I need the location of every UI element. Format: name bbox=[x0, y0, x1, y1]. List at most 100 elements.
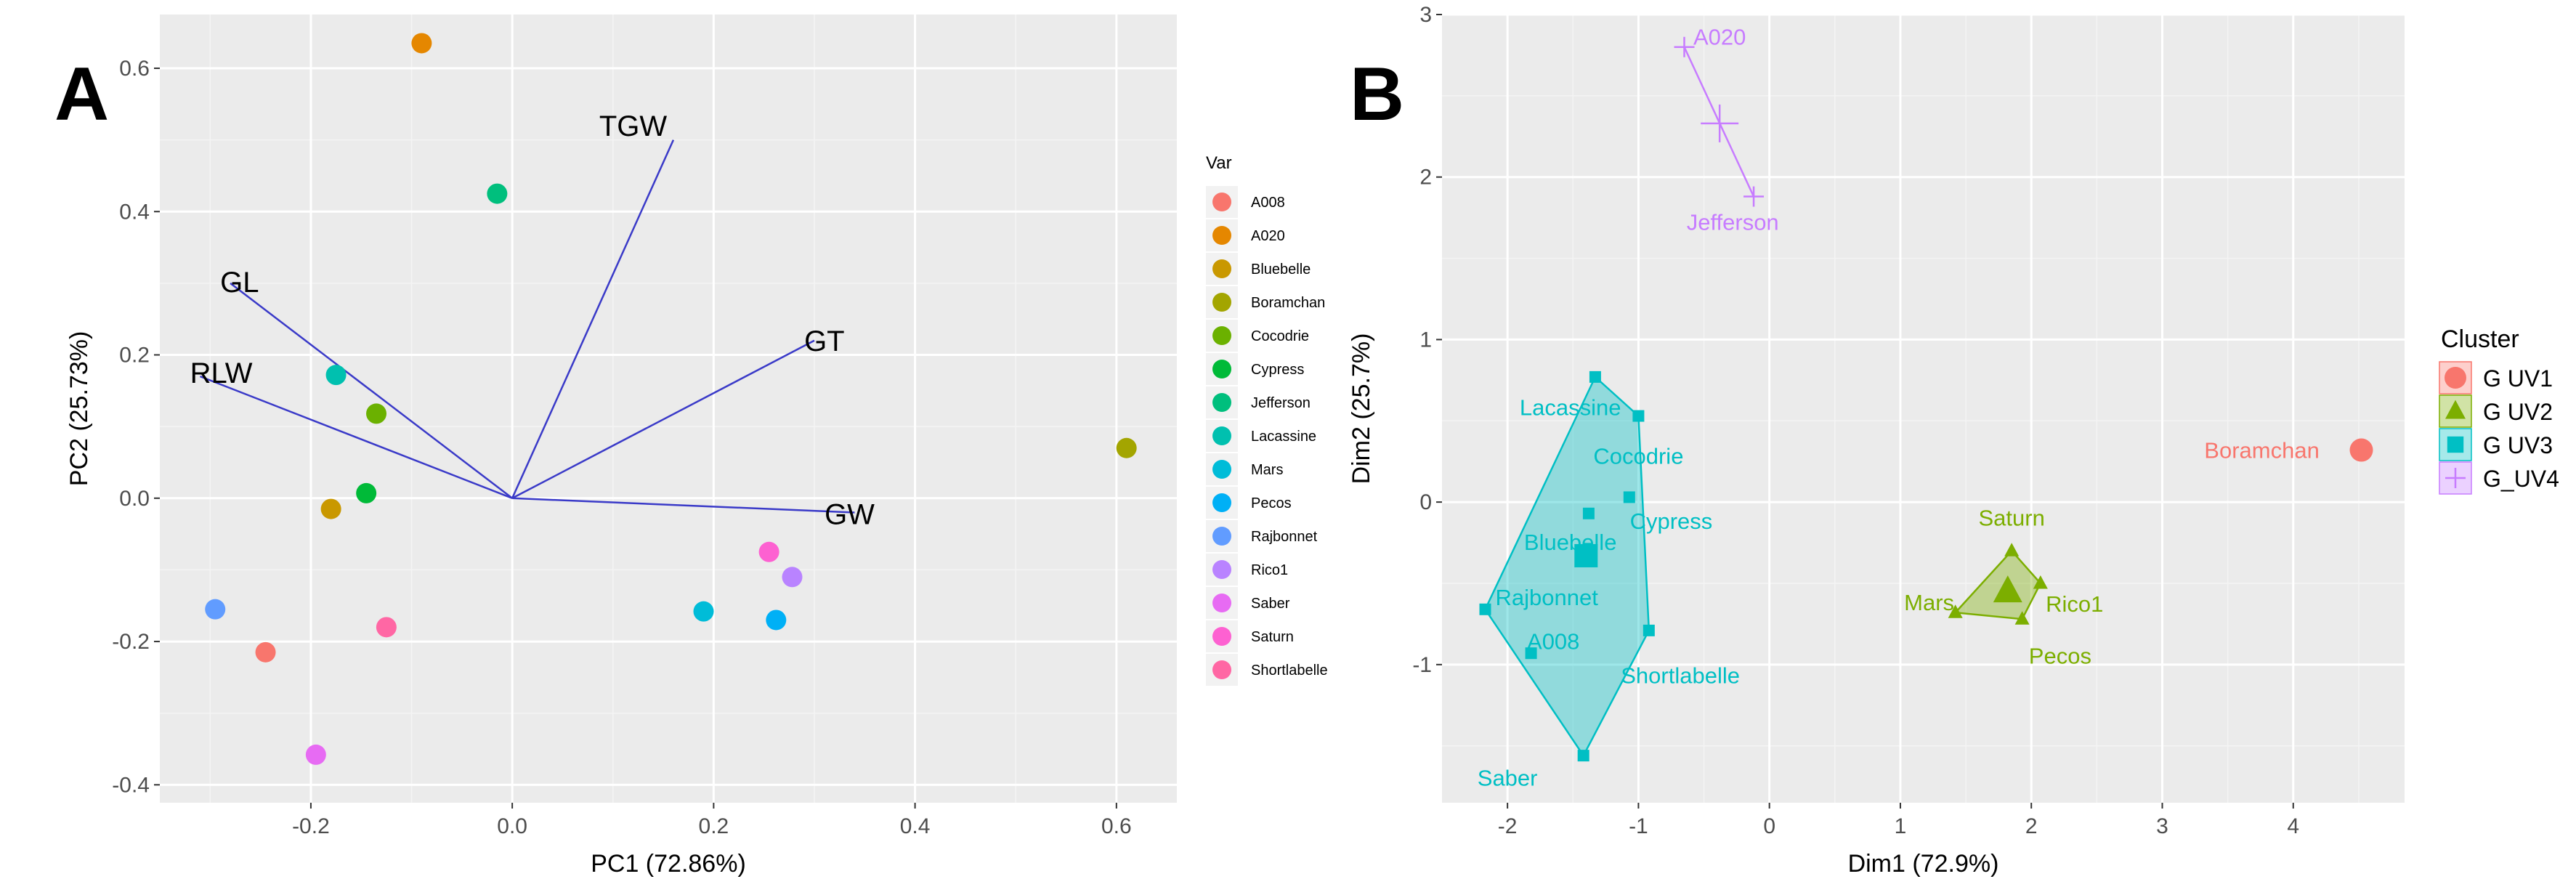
point-saber bbox=[1577, 750, 1589, 762]
cluster-center-g-uv2 bbox=[1993, 575, 2022, 603]
point-label-rajbonnet: Rajbonnet bbox=[1496, 585, 1599, 610]
legend-a-key-cypress bbox=[1212, 360, 1231, 378]
legend-b-label-g-uv4: G_UV4 bbox=[2483, 466, 2559, 492]
legend-a-key-rajbonnet bbox=[1212, 527, 1231, 546]
point-a020 bbox=[1674, 36, 1695, 57]
point-label-jefferson: Jefferson bbox=[1687, 209, 1779, 235]
point-label-mars: Mars bbox=[1904, 590, 1954, 615]
point-label-a020: A020 bbox=[1693, 24, 1746, 49]
point-rico1 bbox=[2033, 575, 2048, 589]
legend-b-label-g-uv1: G UV1 bbox=[2483, 365, 2553, 392]
legend-a-label-lacassine: Lacassine bbox=[1251, 429, 1316, 445]
cluster-center-g-uv4 bbox=[1701, 104, 1739, 142]
point-bluebelle bbox=[1582, 507, 1595, 519]
point-label-lacassine: Lacassine bbox=[1520, 394, 1621, 420]
point-pecos bbox=[2014, 611, 2030, 625]
legend-a-key-cocodrie bbox=[1212, 326, 1231, 345]
point-mars bbox=[1948, 604, 1963, 618]
legend-b-key-g-uv1 bbox=[2445, 367, 2466, 389]
point-cocodrie bbox=[1632, 410, 1645, 422]
point-rajbonnet bbox=[1479, 603, 1491, 615]
point-boramchan bbox=[2349, 438, 2373, 462]
x-tick-label: 1 bbox=[1895, 814, 1907, 838]
point-cypress bbox=[1623, 491, 1635, 503]
point-label-saber: Saber bbox=[1478, 765, 1538, 790]
legend-b-title: Cluster bbox=[2441, 325, 2519, 353]
x-tick-label: 4 bbox=[2287, 814, 2299, 838]
y-tick-label: 0.6 bbox=[119, 57, 150, 81]
x-tick-label: -1 bbox=[1629, 814, 1648, 838]
point-label-saturn: Saturn bbox=[1979, 506, 2045, 531]
vector-label-gl: GL bbox=[220, 267, 259, 299]
legend-a-label-boramchan: Boramchan bbox=[1251, 295, 1325, 311]
legend-a-key-shortlabelle bbox=[1212, 660, 1231, 679]
point-label-pecos: Pecos bbox=[2029, 644, 2091, 669]
loading-vector-tgw bbox=[511, 139, 675, 499]
y-tick-label: 0.2 bbox=[119, 344, 150, 368]
panel-a-letter: A bbox=[54, 52, 109, 137]
plot-panel bbox=[160, 15, 1177, 803]
point-rico1 bbox=[782, 567, 803, 588]
cluster-center-g-uv3 bbox=[1574, 543, 1598, 567]
point-bluebelle bbox=[320, 498, 341, 519]
y-tick-label: -0.2 bbox=[112, 630, 150, 654]
plot-panel bbox=[1442, 15, 2405, 803]
x-tick-label: 0.2 bbox=[699, 814, 729, 838]
point-label-a008: A008 bbox=[1527, 629, 1579, 655]
point-label-shortlabelle: Shortlabelle bbox=[1621, 663, 1740, 689]
point-jefferson bbox=[1743, 186, 1765, 207]
y-tick-label: 0.0 bbox=[119, 487, 150, 511]
loading-vector-gt bbox=[511, 339, 815, 499]
vector-label-tgw: TGW bbox=[599, 110, 668, 142]
point-label-cocodrie: Cocodrie bbox=[1593, 443, 1683, 469]
vector-label-gt: GT bbox=[804, 325, 845, 357]
legend-a-label-shortlabelle: Shortlabelle bbox=[1251, 663, 1328, 679]
point-a020 bbox=[411, 33, 432, 54]
legend-a-title: Var bbox=[1206, 153, 1232, 173]
y-tick-label: 0.4 bbox=[119, 200, 150, 224]
point-label-bluebelle: Bluebelle bbox=[1524, 530, 1617, 555]
legend-a-key-saturn bbox=[1212, 627, 1231, 646]
chart-a-pca-biplot: -0.2 0.0 0.2 0.4 0.6 -0.4 -0.2 0.0 0.2 0.4 0.6 PC1 … bbox=[65, 15, 1328, 878]
x-axis-title: PC1 (72.86%) bbox=[591, 850, 746, 878]
legend-a-key-bluebelle bbox=[1212, 259, 1231, 278]
x-tick-label: 2 bbox=[2025, 814, 2038, 838]
legend-a-label-bluebelle: Bluebelle bbox=[1251, 262, 1311, 278]
point-saturn bbox=[2004, 543, 2020, 556]
legend-a-label-rajbonnet: Rajbonnet bbox=[1251, 529, 1318, 545]
vector-label-gw: GW bbox=[825, 498, 875, 530]
y-tick-label: -1 bbox=[1412, 653, 1432, 677]
vector-label-rlw: RLW bbox=[190, 357, 253, 389]
point-saturn bbox=[758, 541, 779, 562]
x-tick-label: 3 bbox=[2156, 814, 2168, 838]
point-a008 bbox=[255, 641, 276, 663]
panel-b-letter: B bbox=[1350, 52, 1404, 137]
point-boramchan bbox=[1116, 437, 1137, 458]
legend-a-label-rico1: Rico1 bbox=[1251, 562, 1288, 578]
cluster-hull-g-uv3 bbox=[1484, 375, 1650, 758]
y-tick-label: 2 bbox=[1419, 166, 1432, 190]
loading-vector-gw bbox=[512, 497, 855, 514]
point-shortlabelle bbox=[376, 617, 397, 638]
x-tick-label: 0.4 bbox=[900, 814, 931, 838]
legend-b-key-g-uv4 bbox=[2445, 468, 2466, 488]
loading-vector-gl bbox=[230, 282, 513, 499]
x-axis-title: Dim1 (72.9%) bbox=[1848, 850, 1999, 878]
point-label-rico1: Rico1 bbox=[2046, 591, 2103, 617]
legend-a-label-a020: A020 bbox=[1251, 228, 1285, 244]
legend-a-label-a008: A008 bbox=[1251, 195, 1285, 211]
legend-a-key-pecos bbox=[1212, 493, 1231, 512]
point-mars bbox=[693, 601, 714, 622]
legend-a-label-saturn: Saturn bbox=[1251, 629, 1294, 645]
point-rajbonnet bbox=[205, 599, 226, 620]
y-tick-label: 1 bbox=[1419, 328, 1432, 352]
legend-a-label-cypress: Cypress bbox=[1251, 362, 1304, 378]
point-lacassine bbox=[325, 365, 347, 386]
legend-a-key-jefferson bbox=[1212, 393, 1231, 412]
point-a008 bbox=[1525, 647, 1537, 660]
point-label-boramchan: Boramchan bbox=[2204, 438, 2320, 463]
legend-a-key-saber bbox=[1212, 594, 1231, 612]
legend-a-label-jefferson: Jefferson bbox=[1251, 395, 1311, 411]
y-tick-label: -0.4 bbox=[112, 773, 150, 797]
legend-b-label-g-uv3: G UV3 bbox=[2483, 432, 2553, 458]
